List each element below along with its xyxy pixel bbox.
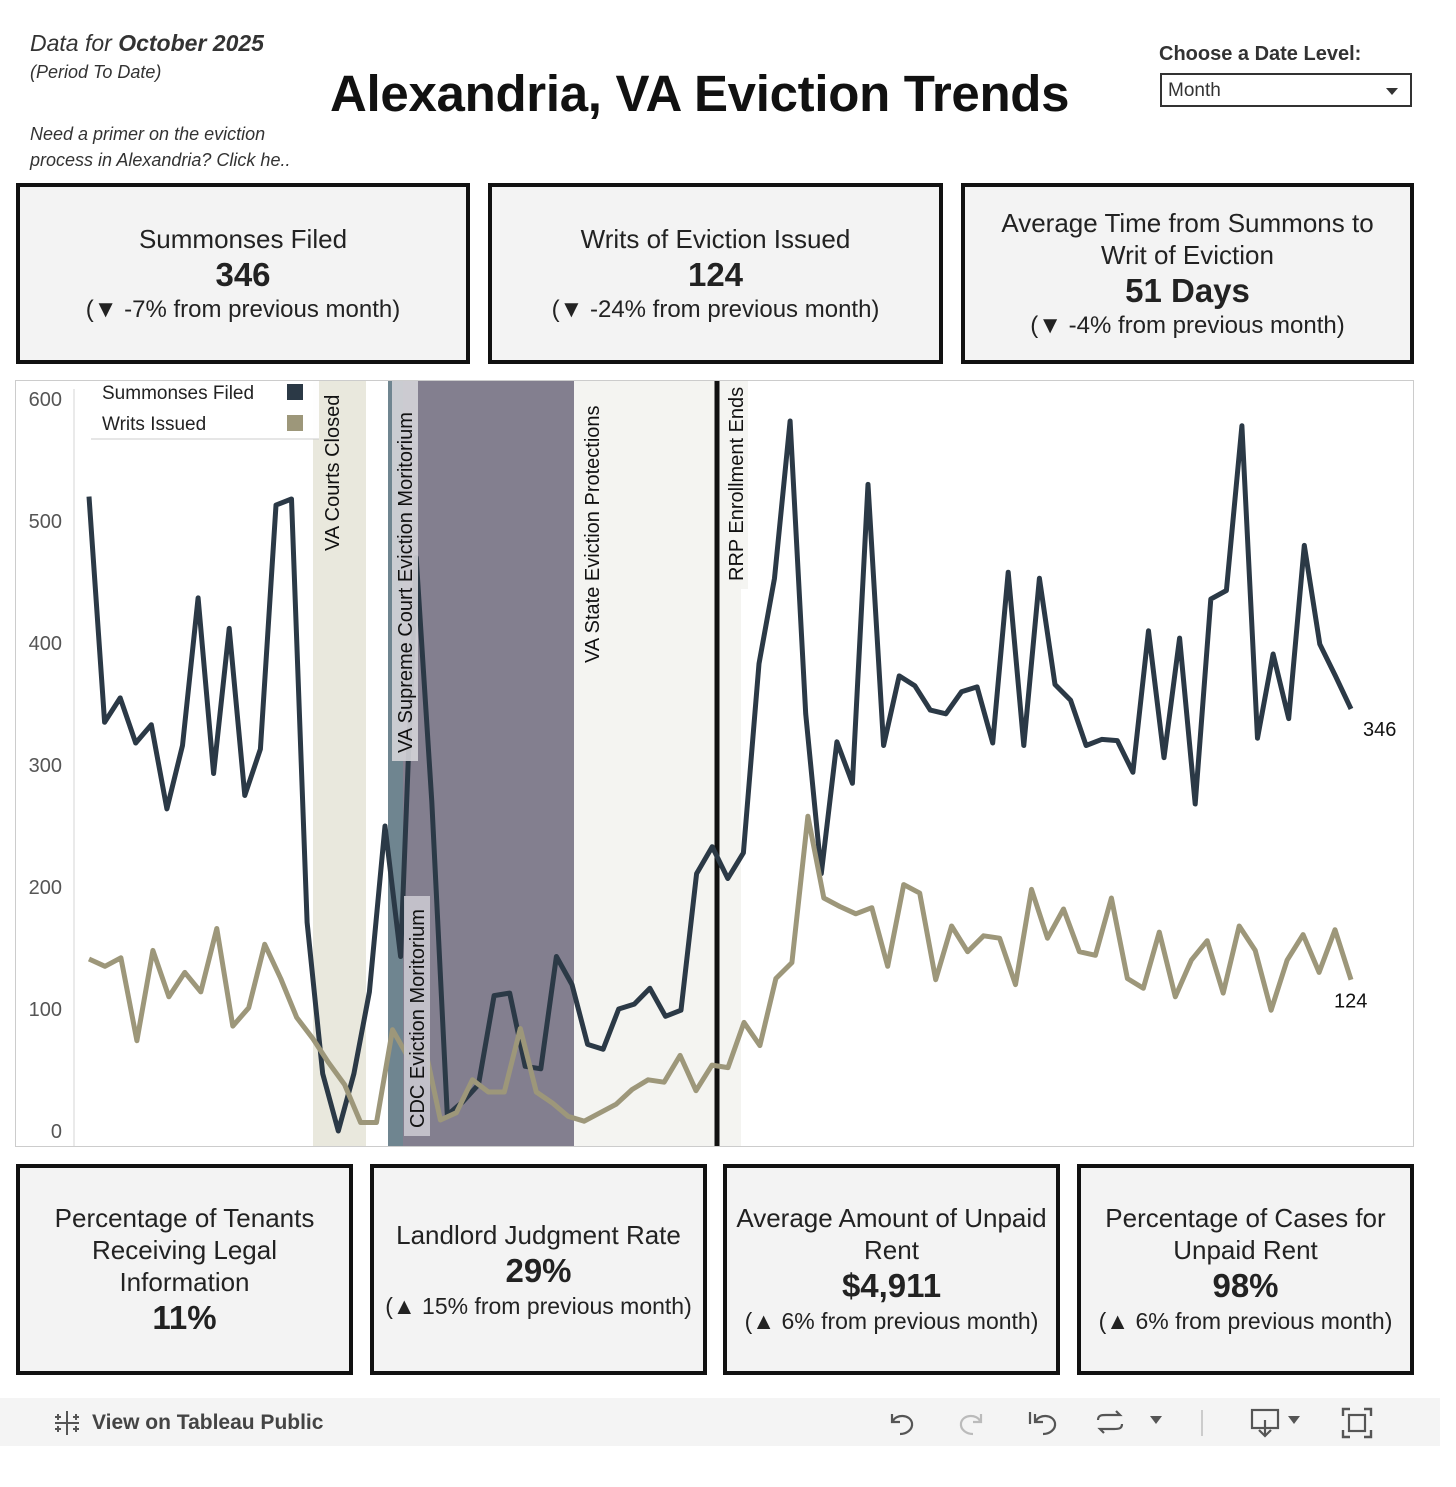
date-level-select[interactable]: Month xyxy=(1160,73,1412,107)
tableau-logo-icon xyxy=(55,1411,79,1435)
event-label-bg xyxy=(724,381,748,589)
legend-swatch xyxy=(287,415,303,431)
kpi-unpaid-rent-cases[interactable]: Percentage of Cases for Unpaid Rent 98% … xyxy=(1077,1164,1414,1375)
event-label-rrp-enrollment-ends: RRP Enrollment Ends xyxy=(726,387,748,581)
page-title: Alexandria, VA Eviction Trends xyxy=(330,65,1070,122)
writs-issued-line xyxy=(87,813,1354,1125)
kpi-value: 98% xyxy=(1212,1267,1279,1304)
kpi-title: Landlord Judgment Rate xyxy=(396,1220,681,1250)
kpi-value: 11% xyxy=(152,1299,217,1336)
dropdown-arrow-icon xyxy=(1386,88,1398,95)
event-label-bg xyxy=(392,381,418,761)
event-label-cdc-moratorium: CDC Eviction Moritorium xyxy=(407,909,429,1128)
view-on-tableau-label: View on Tableau Public xyxy=(92,1411,324,1434)
event-label-bg xyxy=(320,381,344,559)
chart-svg: 0 100 200 300 400 500 600 346 124 VA Courts Close… xyxy=(29,381,1396,1146)
kpi-judgment-rate[interactable]: Landlord Judgment Rate 29% (▲ 15% from p… xyxy=(370,1164,707,1375)
summonses-filed-line xyxy=(86,418,1354,1134)
data-for-period: October 2025 xyxy=(118,30,264,56)
share-icon[interactable] xyxy=(1248,1406,1282,1440)
kpi-average-time[interactable]: Average Time from Summons to Writ of Evi… xyxy=(961,183,1414,364)
kpi-title: Percentage of Tenants Receiving Legal In… xyxy=(54,1203,315,1297)
kpi-value: $4,911 xyxy=(841,1267,942,1304)
writs-end-label: 124 xyxy=(1334,991,1367,1013)
y-tick-label: 0 xyxy=(51,1121,62,1143)
kpi-change: (▲ 6% from previous month) xyxy=(1098,1308,1393,1334)
view-on-tableau-link[interactable]: View on Tableau Public xyxy=(52,1408,323,1438)
tableau-toolbar: View on Tableau Public xyxy=(0,1398,1440,1446)
summonses-end-label: 346 xyxy=(1363,719,1396,741)
kpi-change: (▼ -7% from previous month) xyxy=(85,296,401,323)
toolbar-divider xyxy=(1201,1410,1203,1436)
kpi-value: 124 xyxy=(687,256,744,293)
kpi-change: (▲ 15% from previous month) xyxy=(385,1293,692,1319)
y-tick-label: 200 xyxy=(29,877,62,899)
y-tick-label: 500 xyxy=(29,511,62,533)
event-label-va-state-protections: VA State Eviction Protections xyxy=(582,405,604,663)
share-menu-caret-icon[interactable] xyxy=(1286,1414,1302,1426)
kpi-value: 29% xyxy=(505,1252,572,1289)
kpi-legal-information[interactable]: Percentage of Tenants Receiving Legal In… xyxy=(16,1164,353,1375)
period-note: (Period To Date) xyxy=(30,62,162,82)
legend-bg xyxy=(91,381,319,439)
revert-icon[interactable] xyxy=(1026,1406,1062,1438)
data-period-label: Data for October 2025 xyxy=(30,30,264,57)
event-label-va-supreme-court-moratorium: VA Supreme Court Eviction Moritorium xyxy=(395,412,417,753)
kpi-summonses-filed[interactable]: Summonses Filed 346 (▼ -7% from previous… xyxy=(16,183,470,364)
kpi-change: (▼ -4% from previous month) xyxy=(1030,312,1345,339)
event-label-bg xyxy=(579,381,605,671)
kpi-value: 51 Days xyxy=(1125,272,1250,309)
legend-label: Writs Issued xyxy=(102,414,206,435)
event-label-va-courts-closed: VA Courts Closed xyxy=(322,395,344,551)
kpi-value: 346 xyxy=(215,256,271,293)
eviction-trend-chart[interactable]: 0 100 200 300 400 500 600 346 124 VA Courts Close… xyxy=(15,380,1414,1147)
kpi-unpaid-rent-amount[interactable]: Average Amount of Unpaid Rent $4,911 (▲ … xyxy=(723,1164,1060,1375)
y-tick-label: 400 xyxy=(29,633,62,655)
refresh-icon[interactable] xyxy=(1092,1406,1128,1438)
date-level-value: Month xyxy=(1168,80,1221,101)
legend-swatch xyxy=(287,384,303,400)
kpi-change: (▼ -24% from previous month) xyxy=(551,296,880,323)
data-for-prefix: Data for xyxy=(30,30,119,56)
y-tick-label: 600 xyxy=(29,389,62,411)
kpi-title: Average Time from Summons to Writ of Evi… xyxy=(1001,208,1374,270)
redo-icon[interactable] xyxy=(955,1406,989,1438)
legend-label: Summonses Filed xyxy=(102,383,254,404)
kpi-title: Percentage of Cases for Unpaid Rent xyxy=(1105,1203,1386,1265)
undo-icon[interactable] xyxy=(884,1406,918,1438)
kpi-title: Writs of Eviction Issued xyxy=(580,224,851,254)
refresh-menu-caret-icon[interactable] xyxy=(1148,1414,1164,1426)
y-tick-label: 100 xyxy=(29,999,62,1021)
primer-link[interactable]: Need a primer on the eviction process in… xyxy=(30,124,291,170)
y-tick-label: 300 xyxy=(29,755,62,777)
kpi-change: (▲ 6% from previous month) xyxy=(744,1308,1039,1334)
event-label-bg xyxy=(404,896,430,1136)
kpi-title: Summonses Filed xyxy=(138,224,348,254)
chart-legend: Summonses Filed Writs Issued xyxy=(91,381,319,440)
kpi-title: Average Amount of Unpaid Rent xyxy=(736,1203,1047,1265)
fullscreen-icon[interactable] xyxy=(1340,1406,1374,1440)
date-level-label: Choose a Date Level: xyxy=(1159,43,1362,65)
kpi-writs-issued[interactable]: Writs of Eviction Issued 124 (▼ -24% fro… xyxy=(488,183,943,364)
